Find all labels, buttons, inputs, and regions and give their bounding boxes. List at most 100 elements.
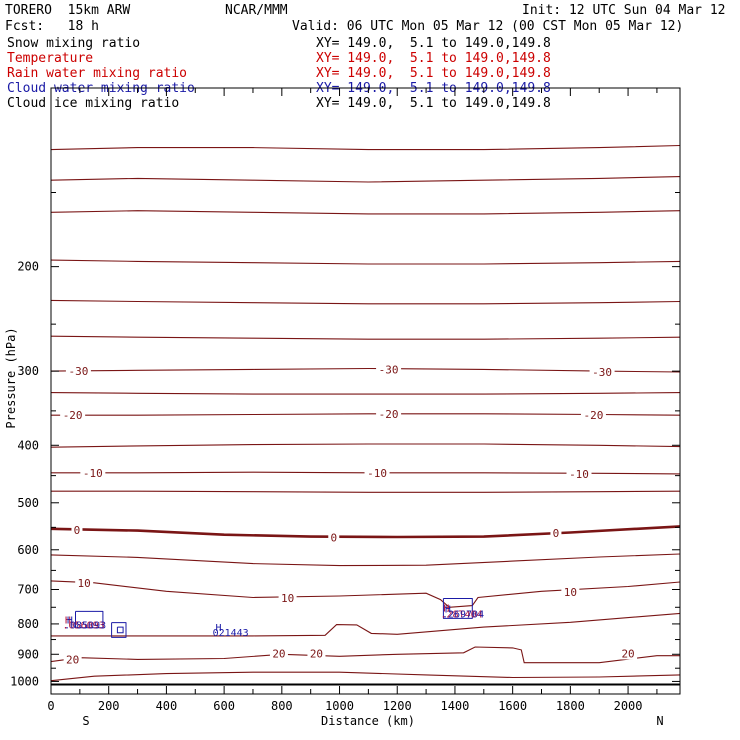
contour-label-bg [71, 524, 83, 537]
contour-label: 0 [330, 531, 337, 544]
temperature-contour [50, 392, 681, 395]
x-tick-label: 1400 [440, 699, 469, 713]
temperature-contour [50, 259, 681, 265]
y-axis-title: Pressure (hPa) [4, 327, 18, 428]
contour-label-bg [550, 526, 562, 539]
temperature-contour [50, 144, 681, 151]
contour-label: -20 [63, 409, 83, 422]
contour-label: -20 [379, 408, 399, 421]
contour-label-bg [269, 647, 288, 660]
x-tick-label: 0 [47, 699, 54, 713]
x-axis-title: Distance (km) [321, 714, 415, 728]
x-tick-label: 600 [213, 699, 235, 713]
contour-label: 20 [310, 647, 323, 660]
contour-label-bg [580, 409, 606, 422]
y-tick-label: 900 [17, 647, 39, 661]
y-tick-label: 700 [17, 583, 39, 597]
contour-labels: -30 -30 -30 -20 -20 -20 -10 -10 -10 0 0 0 10 10 10 20 20… [60, 363, 638, 666]
x-tick-label: 1600 [498, 699, 527, 713]
field-name-snow: Snow mixing ratio [7, 36, 141, 51]
cloud-water-max-label: H [445, 604, 451, 615]
contour-label: 20 [272, 648, 285, 661]
cloud-water-max-label: .269704 [442, 609, 484, 620]
south-end-label: S [82, 714, 89, 728]
contour-label-bg [589, 365, 615, 378]
contour-label-bg [65, 365, 91, 378]
rain-max-label: .28T404 [441, 609, 483, 620]
contour-label: -10 [83, 467, 103, 480]
contour-label: 20 [621, 647, 634, 660]
x-tick-label: 1800 [556, 699, 585, 713]
model-label: TORERO 15km ARW [5, 3, 131, 18]
y-tick-label: 800 [17, 617, 39, 631]
cloud-water-contour [442, 598, 473, 619]
field-xy-cloud-ice: XY= 149.0, 5.1 to 149.0,149.8 [316, 96, 551, 111]
field-name-cloud-ice: Cloud ice mixing ratio [7, 96, 180, 111]
y-tick-label: 200 [17, 260, 39, 274]
contour-label: 10 [78, 577, 91, 590]
x-tick-label: 2000 [614, 699, 643, 713]
contour-label-bg [307, 647, 326, 660]
contour-label: -20 [584, 409, 604, 422]
temperature-contour [50, 335, 681, 340]
contour-label: -30 [68, 365, 88, 378]
cloud-water-contour [75, 610, 104, 629]
temperature-contour [50, 580, 681, 608]
contour-label-bg [328, 531, 340, 544]
temperature-contour [50, 553, 681, 567]
temperature-contour [50, 210, 681, 215]
contour-label: -30 [379, 363, 399, 376]
temperature-contour [51, 490, 681, 493]
cloud-water-max-label: .085093 [64, 621, 106, 632]
rain-water-contour [116, 626, 124, 634]
field-name-rain: Rain water mixing ratio [7, 66, 188, 81]
init-time: Init: 12 UTC Sun 04 Mar 12 [522, 3, 726, 18]
y-tick-label: 600 [17, 543, 39, 557]
temperature-contour [50, 299, 681, 305]
forecast-hour: Fcst: 18 h [5, 19, 99, 34]
contour-label: 10 [564, 586, 577, 599]
contour-label-bg [376, 363, 402, 376]
contour-label: -30 [592, 366, 612, 379]
cloud-water-max-label: 021443 [213, 628, 249, 639]
field-xy-rain: XY= 149.0, 5.1 to 149.0,149.8 [316, 66, 551, 81]
y-tick-label: 1000 [10, 674, 39, 688]
temperature-contour [50, 176, 681, 183]
contour-label: -10 [569, 468, 589, 481]
contour-label: -10 [367, 467, 387, 480]
contour-label-bg [364, 466, 390, 479]
valid-time: Valid: 06 UTC Mon 05 Mar 12 (00 CST Mon … [292, 19, 684, 34]
cloud-water-max-label: H [67, 616, 73, 627]
contour-label-bg [63, 653, 82, 666]
x-tick-label: 1200 [383, 699, 412, 713]
temperature-contour [50, 671, 681, 682]
cloud-water-contour [111, 622, 127, 638]
contour-label-bg [619, 647, 638, 660]
contour-label-bg [80, 466, 106, 479]
temperature-contour [50, 443, 681, 448]
rain-max-label: .056093 [63, 621, 105, 632]
contour-label-bg [566, 467, 592, 480]
cloud-water-contours [75, 598, 473, 638]
field-xy-snow: XY= 149.0, 5.1 to 149.0,149.8 [316, 36, 551, 51]
contour-label-bg [278, 592, 297, 605]
x-tick-label: 800 [271, 699, 293, 713]
contour-label-bg [561, 586, 580, 599]
contour-label: 0 [74, 524, 81, 537]
north-end-label: N [656, 714, 663, 728]
contour-label-bg [376, 407, 402, 420]
temperature-contour [50, 646, 680, 664]
rain-max-label: H [443, 603, 449, 614]
temperature-contour [50, 367, 681, 373]
y-tick-label: 500 [17, 496, 39, 510]
x-tick-label: 400 [156, 699, 178, 713]
contour-label: 10 [281, 592, 294, 605]
x-tick-label: 200 [98, 699, 120, 713]
cloud-water-max-label: H [215, 623, 221, 634]
plot-frame [50, 87, 681, 695]
temperature-contour [50, 525, 681, 539]
contour-label-bg [60, 409, 86, 422]
x-tick-label: 1000 [325, 699, 354, 713]
